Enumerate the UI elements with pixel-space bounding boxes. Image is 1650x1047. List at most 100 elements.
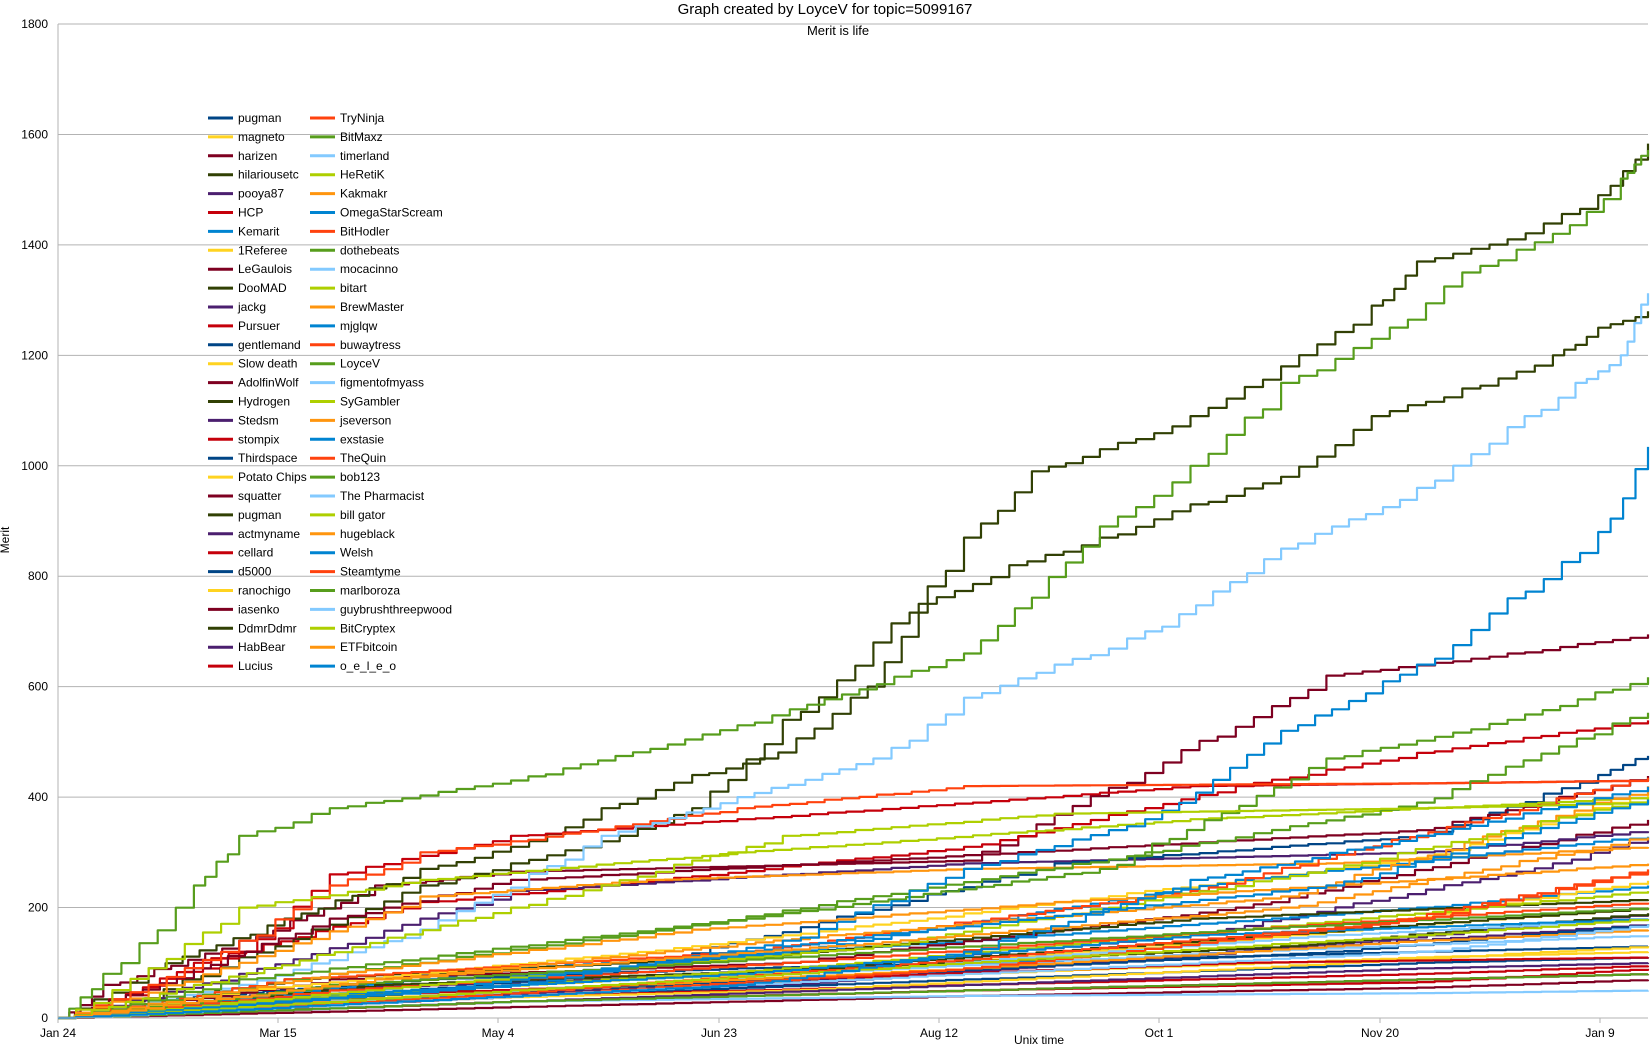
- legend-entry: pugman: [238, 111, 281, 125]
- chart-subtitle: Merit is life: [807, 23, 869, 38]
- x-tick-label: Jan 9: [1585, 1026, 1615, 1040]
- series-line-57: [58, 919, 1650, 1020]
- legend-entry: squatter: [238, 489, 281, 503]
- legend-entry: Stedsm: [238, 413, 279, 427]
- y-tick-label: 1400: [21, 238, 48, 252]
- legend-entry: jseverson: [339, 413, 391, 427]
- legend-entry: guybrushthreepwood: [340, 602, 452, 616]
- y-tick-label: 200: [28, 901, 48, 915]
- legend-entry: ranochigo: [238, 584, 291, 598]
- x-tick-label: Nov 20: [1361, 1026, 1399, 1040]
- legend-entry: LeGaulois: [238, 262, 292, 276]
- series-line-42: [58, 902, 1650, 1020]
- legend-entry: TheQuin: [340, 451, 386, 465]
- legend-entry: hilariousetc: [238, 168, 299, 182]
- legend-entry: HabBear: [238, 640, 285, 654]
- series-line-55: [58, 973, 1650, 1020]
- legend-entry: AdolfinWolf: [238, 376, 299, 390]
- x-tick-label: Jan 24: [40, 1026, 76, 1040]
- legend-entry: Slow death: [238, 357, 297, 371]
- legend-entry: ETFbitcoin: [340, 640, 397, 654]
- series-line-52: [58, 863, 1650, 1020]
- legend-entry: Potato Chips: [238, 470, 307, 484]
- legend-entry: BitCryptex: [340, 621, 395, 635]
- series-lines: [58, 143, 1650, 1020]
- y-tick-label: 1200: [21, 348, 48, 362]
- series-line-45: [58, 797, 1650, 1020]
- y-tick-label: 1600: [21, 127, 48, 141]
- series-line-58: [58, 837, 1650, 1020]
- legend-entry: buwaytress: [340, 338, 401, 352]
- legend-entry: bitart: [340, 281, 367, 295]
- legend-entry: BitHodler: [340, 224, 389, 238]
- y-tick-label: 400: [28, 790, 48, 804]
- series-line-33: [58, 797, 1650, 1020]
- y-tick-label: 1800: [21, 17, 48, 31]
- legend-entry: dothebeats: [340, 243, 399, 257]
- x-axis-label: Unix time: [1014, 1033, 1064, 1047]
- series-line-53: [58, 799, 1650, 1020]
- legend-entry: Kakmakr: [340, 187, 387, 201]
- y-tick-label: 1000: [21, 459, 48, 473]
- legend-entry: harizen: [238, 149, 277, 163]
- legend-entry: jackg: [237, 300, 266, 314]
- legend-entry: The Pharmacist: [340, 489, 425, 503]
- legend-entry: BrewMaster: [340, 300, 404, 314]
- chart-title: Graph created by LoyceV for topic=509916…: [678, 1, 973, 18]
- legend-entry: 1Referee: [238, 243, 288, 257]
- legend-entry: o_e_l_e_o: [340, 659, 396, 673]
- legend-entry: timerland: [340, 149, 389, 163]
- x-tick-label: Aug 12: [920, 1026, 958, 1040]
- legend-entry: stompix: [238, 432, 279, 446]
- series-line-59: [58, 786, 1650, 1020]
- gridlines: [58, 23, 1648, 1019]
- legend-entry: HeRetiK: [340, 168, 385, 182]
- legend-entry: figmentofmyass: [340, 376, 424, 390]
- legend-entry: HCP: [238, 206, 263, 220]
- series-line-32: [58, 293, 1650, 1020]
- series-line-51: [58, 802, 1650, 1020]
- legend-entry: d5000: [238, 565, 272, 579]
- legend-entry: marlboroza: [340, 584, 400, 598]
- legend-entry: Thirdspace: [238, 451, 298, 465]
- legend-entry: DdmrDdmr: [238, 621, 297, 635]
- legend-entry: Steamtyme: [340, 565, 401, 579]
- legend-entry: pooya87: [238, 187, 284, 201]
- legend-entry: SyGambler: [340, 395, 400, 409]
- y-tick-label: 600: [28, 680, 48, 694]
- legend-entry: TryNinja: [340, 111, 385, 125]
- legend-entry: Welsh: [340, 546, 373, 560]
- legend-entry: Pursuer: [238, 319, 280, 333]
- legend-entry: iasenko: [238, 602, 280, 616]
- series-line-5: [58, 720, 1650, 1020]
- series-line-9: [58, 143, 1650, 1020]
- legend-entry: exstasie: [340, 432, 384, 446]
- legend-entry: cellard: [238, 546, 273, 560]
- legend-entry: mjglqw: [340, 319, 378, 333]
- series-line-20: [58, 776, 1650, 1020]
- legend-entry: DooMAD: [238, 281, 287, 295]
- x-tick-label: Oct 1: [1145, 1026, 1174, 1040]
- series-line-3: [58, 311, 1650, 1020]
- y-tick-label: 800: [28, 569, 48, 583]
- legend-entry: pugman: [238, 508, 281, 522]
- x-tick-label: Mar 15: [259, 1026, 297, 1040]
- legend-entry: mocacinno: [340, 262, 398, 276]
- legend-entry: magneto: [238, 130, 285, 144]
- series-line-26: [58, 979, 1650, 1020]
- legend-entry: gentlemand: [238, 338, 301, 352]
- legend: pugman magneto harizen hilariousetc pooya87 H…: [208, 111, 452, 673]
- legend-entry: bob123: [340, 470, 380, 484]
- legend-entry: actmyname: [238, 527, 300, 541]
- series-line-31: [58, 150, 1650, 1020]
- legend-entry: LoyceV: [340, 357, 380, 371]
- x-tick-label: Jun 23: [701, 1026, 737, 1040]
- series-line-30: [58, 779, 1650, 1020]
- legend-entry: hugeblack: [340, 527, 396, 541]
- y-tick-label: 0: [41, 1011, 48, 1025]
- legend-entry: bill gator: [340, 508, 385, 522]
- y-axis-ticks: 0 200 400 600 800 1000 1200 1400 1600 1800: [21, 17, 48, 1025]
- y-axis-label: Merit: [0, 526, 12, 553]
- legend-entry: Lucius: [238, 659, 273, 673]
